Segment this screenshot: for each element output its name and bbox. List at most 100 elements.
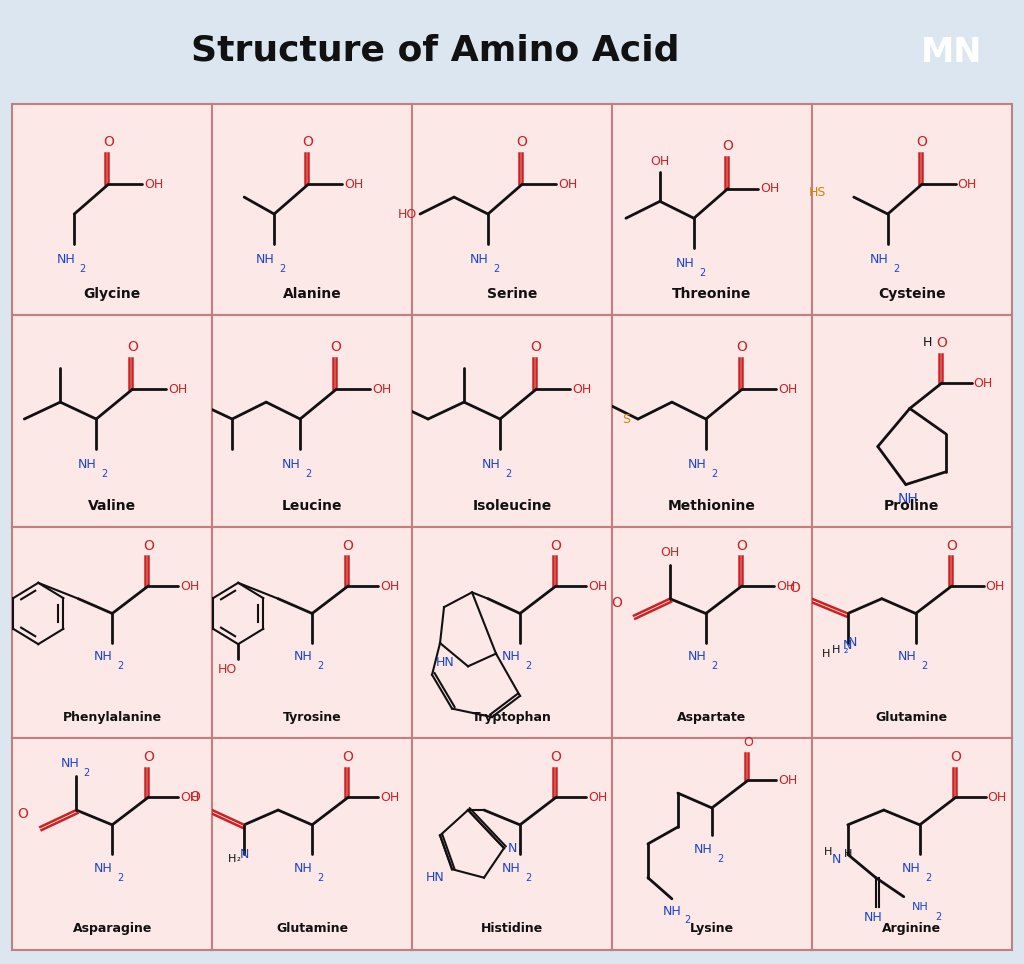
Text: OH: OH — [144, 178, 164, 191]
Text: O: O — [611, 596, 622, 610]
Text: Serine: Serine — [486, 287, 538, 302]
Text: 2: 2 — [505, 469, 511, 479]
Text: Glutamine: Glutamine — [276, 922, 348, 935]
Text: N: N — [831, 853, 841, 867]
Text: O: O — [331, 340, 342, 354]
Text: OH: OH — [558, 178, 578, 191]
Text: NH: NH — [470, 253, 488, 266]
Text: OH: OH — [974, 377, 993, 389]
Text: O: O — [743, 736, 753, 749]
Text: OH: OH — [380, 579, 399, 593]
Text: O: O — [102, 135, 114, 149]
Text: Glycine: Glycine — [84, 287, 141, 302]
Text: Phenylalanine: Phenylalanine — [62, 710, 162, 724]
Text: O: O — [516, 135, 527, 149]
Text: OH: OH — [957, 178, 977, 191]
Text: O: O — [343, 539, 353, 552]
Text: Methionine: Methionine — [668, 498, 756, 513]
Text: 2: 2 — [717, 854, 723, 864]
Text: O: O — [736, 340, 748, 354]
Text: OH: OH — [660, 546, 680, 559]
Text: O: O — [551, 539, 561, 552]
Text: 2: 2 — [893, 264, 899, 274]
Text: 2: 2 — [305, 469, 311, 479]
Text: O: O — [142, 750, 154, 764]
Text: OH: OH — [650, 154, 670, 168]
Text: HO: HO — [398, 207, 418, 221]
Text: O: O — [946, 539, 957, 552]
Text: NH: NH — [694, 843, 713, 856]
Text: NH: NH — [78, 458, 97, 471]
Text: O: O — [127, 340, 137, 354]
Text: Lysine: Lysine — [690, 922, 734, 935]
Text: NH: NH — [294, 651, 313, 663]
Text: O: O — [189, 790, 200, 804]
Text: Proline: Proline — [884, 498, 939, 513]
Text: Tryptophan: Tryptophan — [472, 710, 552, 724]
Text: Isoleucine: Isoleucine — [472, 498, 552, 513]
Text: H: H — [228, 854, 237, 864]
Text: MN: MN — [921, 36, 982, 68]
Text: OH: OH — [778, 383, 797, 396]
Text: ₂: ₂ — [237, 852, 240, 863]
Text: 2: 2 — [83, 768, 89, 778]
Text: NH: NH — [60, 757, 79, 770]
Text: OH: OH — [180, 579, 200, 593]
Text: H: H — [831, 646, 840, 656]
Text: H: H — [822, 649, 830, 658]
Text: 2: 2 — [117, 661, 124, 671]
Text: OH: OH — [372, 383, 391, 396]
Text: OH: OH — [778, 774, 797, 787]
Text: O: O — [723, 140, 733, 153]
Text: Asparagine: Asparagine — [73, 922, 152, 935]
Text: Leucine: Leucine — [282, 498, 342, 513]
Text: N: N — [240, 848, 249, 861]
Text: OH: OH — [588, 579, 607, 593]
Text: OH: OH — [986, 579, 1005, 593]
Text: O: O — [788, 581, 800, 595]
Text: H: H — [823, 847, 831, 857]
Text: 2: 2 — [317, 661, 324, 671]
Text: NH: NH — [897, 493, 919, 506]
Text: O: O — [17, 807, 29, 821]
Text: NH: NH — [688, 458, 707, 471]
Text: NH: NH — [502, 651, 521, 663]
Text: HO: HO — [218, 663, 238, 676]
Text: NH: NH — [898, 651, 916, 663]
Text: HN: HN — [425, 871, 444, 884]
Text: NH: NH — [663, 905, 681, 918]
Text: OH: OH — [180, 790, 200, 804]
Text: OH: OH — [588, 790, 607, 804]
Text: OH: OH — [760, 182, 779, 195]
Text: Threonine: Threonine — [672, 287, 752, 302]
Text: 2: 2 — [317, 872, 324, 883]
Text: H: H — [844, 849, 852, 860]
Text: OH: OH — [344, 178, 364, 191]
Text: NH: NH — [902, 862, 921, 874]
Text: Cysteine: Cysteine — [878, 287, 945, 302]
Text: 2: 2 — [280, 264, 286, 274]
Text: NH: NH — [869, 253, 889, 266]
Text: NH: NH — [56, 253, 75, 266]
Text: 2: 2 — [117, 872, 124, 883]
Text: 2: 2 — [699, 268, 706, 279]
Text: O: O — [303, 135, 313, 149]
Text: Histidine: Histidine — [481, 922, 543, 935]
Text: HS: HS — [808, 186, 825, 200]
Text: OH: OH — [988, 790, 1007, 804]
Text: Valine: Valine — [88, 498, 136, 513]
Text: N: N — [508, 842, 517, 855]
Text: 2: 2 — [684, 915, 690, 924]
Text: H: H — [923, 336, 933, 349]
Text: Aspartate: Aspartate — [677, 710, 746, 724]
Text: NH: NH — [256, 253, 274, 266]
Text: OH: OH — [572, 383, 591, 396]
Text: Alanine: Alanine — [283, 287, 341, 302]
Text: NH: NH — [911, 902, 929, 912]
Text: O: O — [936, 335, 947, 350]
Text: O: O — [916, 135, 927, 149]
Text: O: O — [343, 750, 353, 764]
Text: NH: NH — [676, 257, 694, 270]
Text: 2: 2 — [101, 469, 108, 479]
Text: HN: HN — [435, 656, 454, 669]
